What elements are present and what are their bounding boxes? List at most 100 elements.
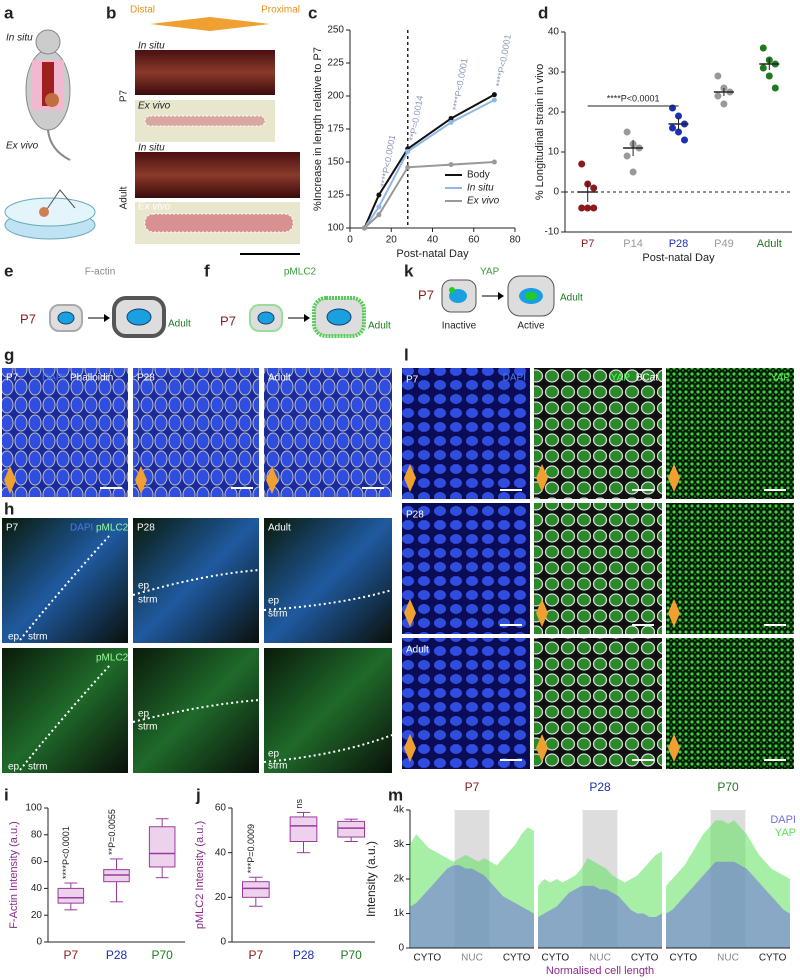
data-point <box>590 204 598 212</box>
x-tick-label: CYTO <box>414 953 442 964</box>
data-point <box>405 148 411 154</box>
label: F-actin <box>85 267 116 278</box>
data-point <box>376 192 382 198</box>
label: DAPI <box>503 373 526 384</box>
data-point <box>623 152 631 160</box>
label: BCat <box>636 373 658 384</box>
panel-letter: i <box>4 785 9 804</box>
label: ep <box>138 709 150 720</box>
label: P7 <box>220 313 236 328</box>
x-tick-label: P28 <box>106 948 128 962</box>
label: P28 <box>137 373 155 384</box>
micrograph <box>534 638 662 769</box>
facet-title: P28 <box>589 780 611 794</box>
orientation-diamond <box>668 599 680 627</box>
panel-letter: j <box>195 785 201 804</box>
annotation: **P=0.0055 <box>107 809 117 855</box>
orientation-diamond <box>668 734 680 762</box>
y-tick-label: 0 <box>398 943 404 954</box>
panel-letter: m <box>388 785 403 804</box>
annotation: ns <box>294 798 304 808</box>
data-point <box>759 64 767 72</box>
label: strm <box>138 595 157 606</box>
data-point <box>584 204 592 212</box>
label: Adult <box>560 293 583 304</box>
box <box>241 881 270 898</box>
label: Ex vivo <box>6 141 39 152</box>
panel-letter: b <box>106 3 116 22</box>
x-tick-label: NUC <box>461 953 483 964</box>
data-point <box>669 124 676 132</box>
orientation-diamond <box>4 466 16 494</box>
label: In situ <box>6 33 33 44</box>
data-point <box>771 84 779 92</box>
label: DAPI <box>70 523 93 534</box>
label: Ex vivo <box>138 202 171 213</box>
label: strm <box>138 722 157 733</box>
annotation: ***P=0.0009 <box>246 824 256 873</box>
label: strm <box>28 632 47 643</box>
data-point <box>405 164 411 170</box>
axis-title: Normalised cell length <box>546 965 654 977</box>
axis-title: % Longitudinal strain in vivo <box>534 64 546 200</box>
orientation-diamond <box>135 466 147 494</box>
label: ep <box>8 632 20 643</box>
micrograph <box>534 503 662 634</box>
y-tick-label: 175 <box>327 124 344 135</box>
orientation-diamond <box>536 734 548 762</box>
facet-title: P7 <box>465 780 480 794</box>
annotation: **P=0.0014 <box>407 95 425 142</box>
label: Phalloidin <box>70 373 113 384</box>
x-tick-label: P7 <box>248 948 263 962</box>
data-point <box>675 128 682 136</box>
panel-letter: e <box>4 261 13 280</box>
data-point <box>578 204 586 212</box>
orientation-diamond <box>536 599 548 627</box>
orientation-diamond <box>404 464 416 492</box>
photo <box>135 152 300 198</box>
box <box>337 820 366 838</box>
axis-title: F-Actin Intensity (a.u.) <box>8 821 20 929</box>
label: P7 <box>20 311 36 326</box>
x-tick-label: P7 <box>63 948 78 962</box>
micrograph <box>534 368 662 499</box>
annotation: ****P<0.0001 <box>451 57 470 111</box>
label: strm <box>268 609 287 620</box>
micrograph <box>666 638 794 769</box>
y-tick-label: 20 <box>31 910 43 921</box>
legend-label: DAPI <box>770 814 796 826</box>
micrograph <box>264 368 392 497</box>
x-tick-label: P49 <box>714 238 734 250</box>
y-tick-label: 225 <box>327 58 344 69</box>
data-point <box>578 160 586 168</box>
data-point <box>681 136 688 144</box>
y-tick-label: 2k <box>393 874 405 885</box>
micrograph <box>666 368 794 499</box>
x-tick-label: 40 <box>427 235 439 246</box>
y-tick-label: 1k <box>393 908 405 919</box>
micrograph <box>133 368 259 497</box>
y-tick-label: 80 <box>31 829 43 840</box>
y-tick-label: 60 <box>215 803 227 814</box>
panel-letter: f <box>204 261 210 280</box>
x-tick-label: P14 <box>623 238 643 250</box>
label: In situ <box>138 41 165 52</box>
label: In situ <box>138 143 165 154</box>
y-tick-label: 125 <box>327 190 344 201</box>
orientation-diamond <box>404 599 416 627</box>
y-tick-label: 250 <box>327 25 344 36</box>
x-tick-label: P70 <box>340 948 362 962</box>
y-tick-label: 4k <box>393 805 405 816</box>
label: ep <box>268 749 280 760</box>
micrograph <box>666 503 794 634</box>
micrograph <box>264 518 392 643</box>
label: P7 <box>119 89 130 102</box>
micrograph <box>264 648 392 773</box>
y-tick-label: 3k <box>393 839 405 850</box>
label: P7 <box>406 375 419 386</box>
label: pMLC2 <box>284 267 317 278</box>
micrograph-grid <box>402 368 794 769</box>
dish-drawing <box>4 189 96 240</box>
tissue <box>144 115 266 127</box>
